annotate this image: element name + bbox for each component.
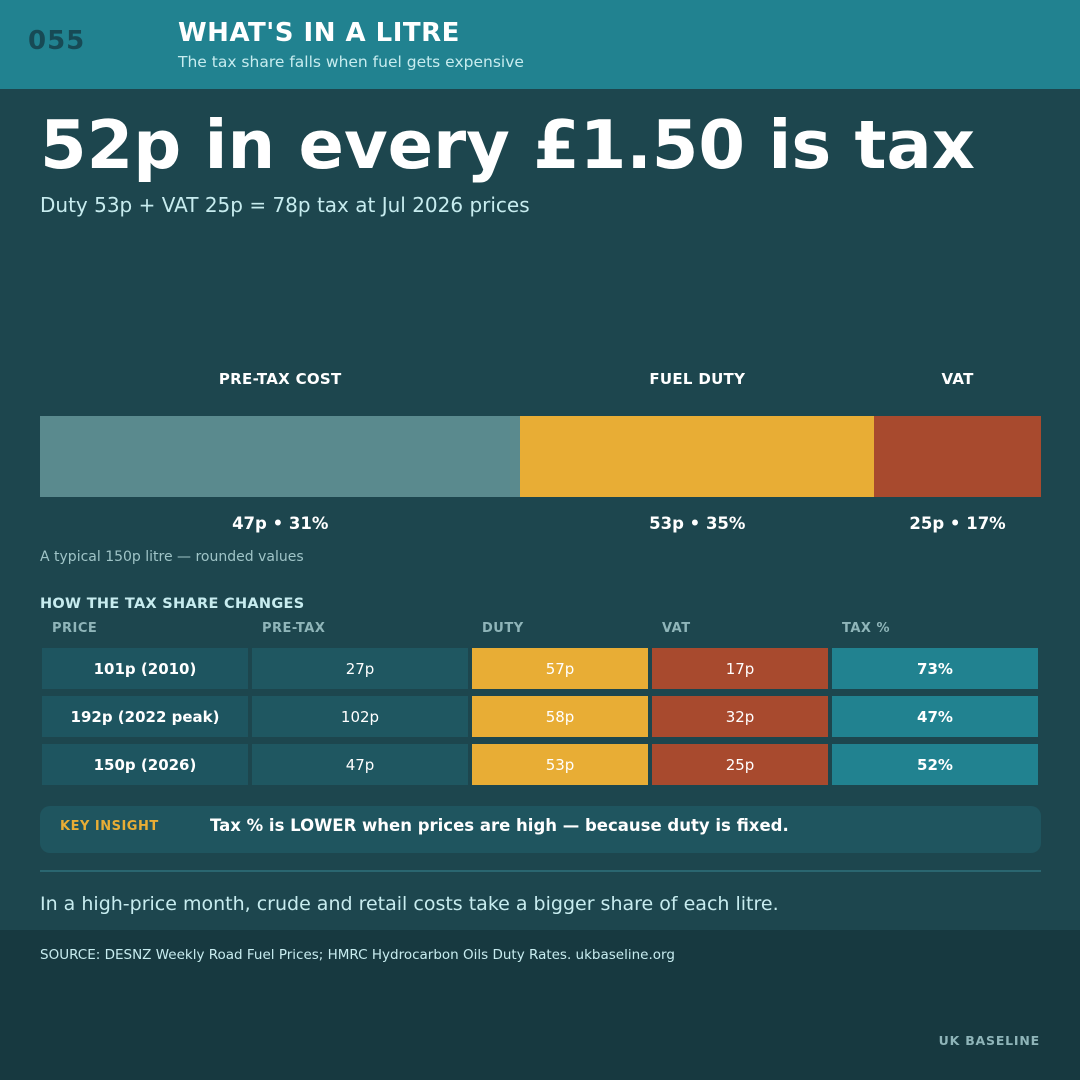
subheadline: Duty 53p + VAT 25p = 78p tax at Jul 2026…	[40, 193, 530, 217]
table-cell-r0-c2: 57p	[472, 648, 648, 689]
table-cell-r0-c1: 27p	[252, 648, 468, 689]
header-title: WHAT'S IN A LITRE	[178, 18, 460, 48]
conclusion-text: In a high-price month, crude and retail …	[40, 893, 779, 915]
table-header-1: PRE-TAX	[262, 621, 326, 636]
chart-note: A typical 150p litre — rounded values	[40, 549, 304, 565]
header-subtitle: The tax share falls when fuel gets expen…	[178, 53, 524, 71]
bar-segment-value-2: 25p • 17%	[909, 514, 1006, 533]
key-insight-text: Tax % is LOWER when prices are high — be…	[210, 816, 789, 835]
table-header-0: PRICE	[52, 621, 98, 636]
headline: 52p in every £1.50 is tax	[40, 106, 975, 184]
table-cell-r1-c0: 192p (2022 peak)	[42, 696, 248, 737]
table-cell-r0-c4: 73%	[832, 648, 1038, 689]
table-cell-r2-c1: 47p	[252, 744, 468, 785]
brand-logo-text: UK BASELINE	[938, 1033, 1040, 1048]
key-insight-label: KEY INSIGHT	[60, 819, 159, 834]
table-cell-r0-c0: 101p (2010)	[42, 648, 248, 689]
table-header-2: DUTY	[482, 621, 524, 636]
table-header-3: VAT	[662, 621, 691, 636]
table-title: HOW THE TAX SHARE CHANGES	[40, 596, 305, 612]
table-cell-r1-c3: 32p	[652, 696, 828, 737]
footer: SOURCE: DESNZ Weekly Road Fuel Prices; H…	[0, 930, 1080, 1080]
bar-segment-value-0: 47p • 31%	[232, 514, 329, 533]
table-header-4: TAX %	[842, 621, 890, 636]
bar-segment-2	[874, 416, 1041, 497]
source-text: SOURCE: DESNZ Weekly Road Fuel Prices; H…	[40, 947, 675, 963]
table-cell-r2-c3: 25p	[652, 744, 828, 785]
table-cell-r2-c2: 53p	[472, 744, 648, 785]
stacked-bar	[40, 416, 1041, 497]
table-cell-r2-c4: 52%	[832, 744, 1038, 785]
key-insight-box: KEY INSIGHT Tax % is LOWER when prices a…	[40, 806, 1041, 853]
issue-number: 055	[28, 26, 86, 56]
table-cell-r1-c2: 58p	[472, 696, 648, 737]
bar-segment-0	[40, 416, 521, 497]
bar-segment-label-2: VAT	[941, 370, 974, 388]
table-cell-r1-c4: 47%	[832, 696, 1038, 737]
table-cell-r0-c3: 17p	[652, 648, 828, 689]
bar-segment-label-0: PRE-TAX COST	[218, 370, 342, 388]
divider	[40, 870, 1041, 872]
bar-segment-value-1: 53p • 35%	[649, 514, 746, 533]
table-cell-r1-c1: 102p	[252, 696, 468, 737]
table-cell-r2-c0: 150p (2026)	[42, 744, 248, 785]
bar-segment-label-1: FUEL DUTY	[649, 370, 746, 388]
bar-segment-1	[520, 416, 875, 497]
header-banner: 055 WHAT'S IN A LITRE The tax share fall…	[0, 0, 1080, 89]
